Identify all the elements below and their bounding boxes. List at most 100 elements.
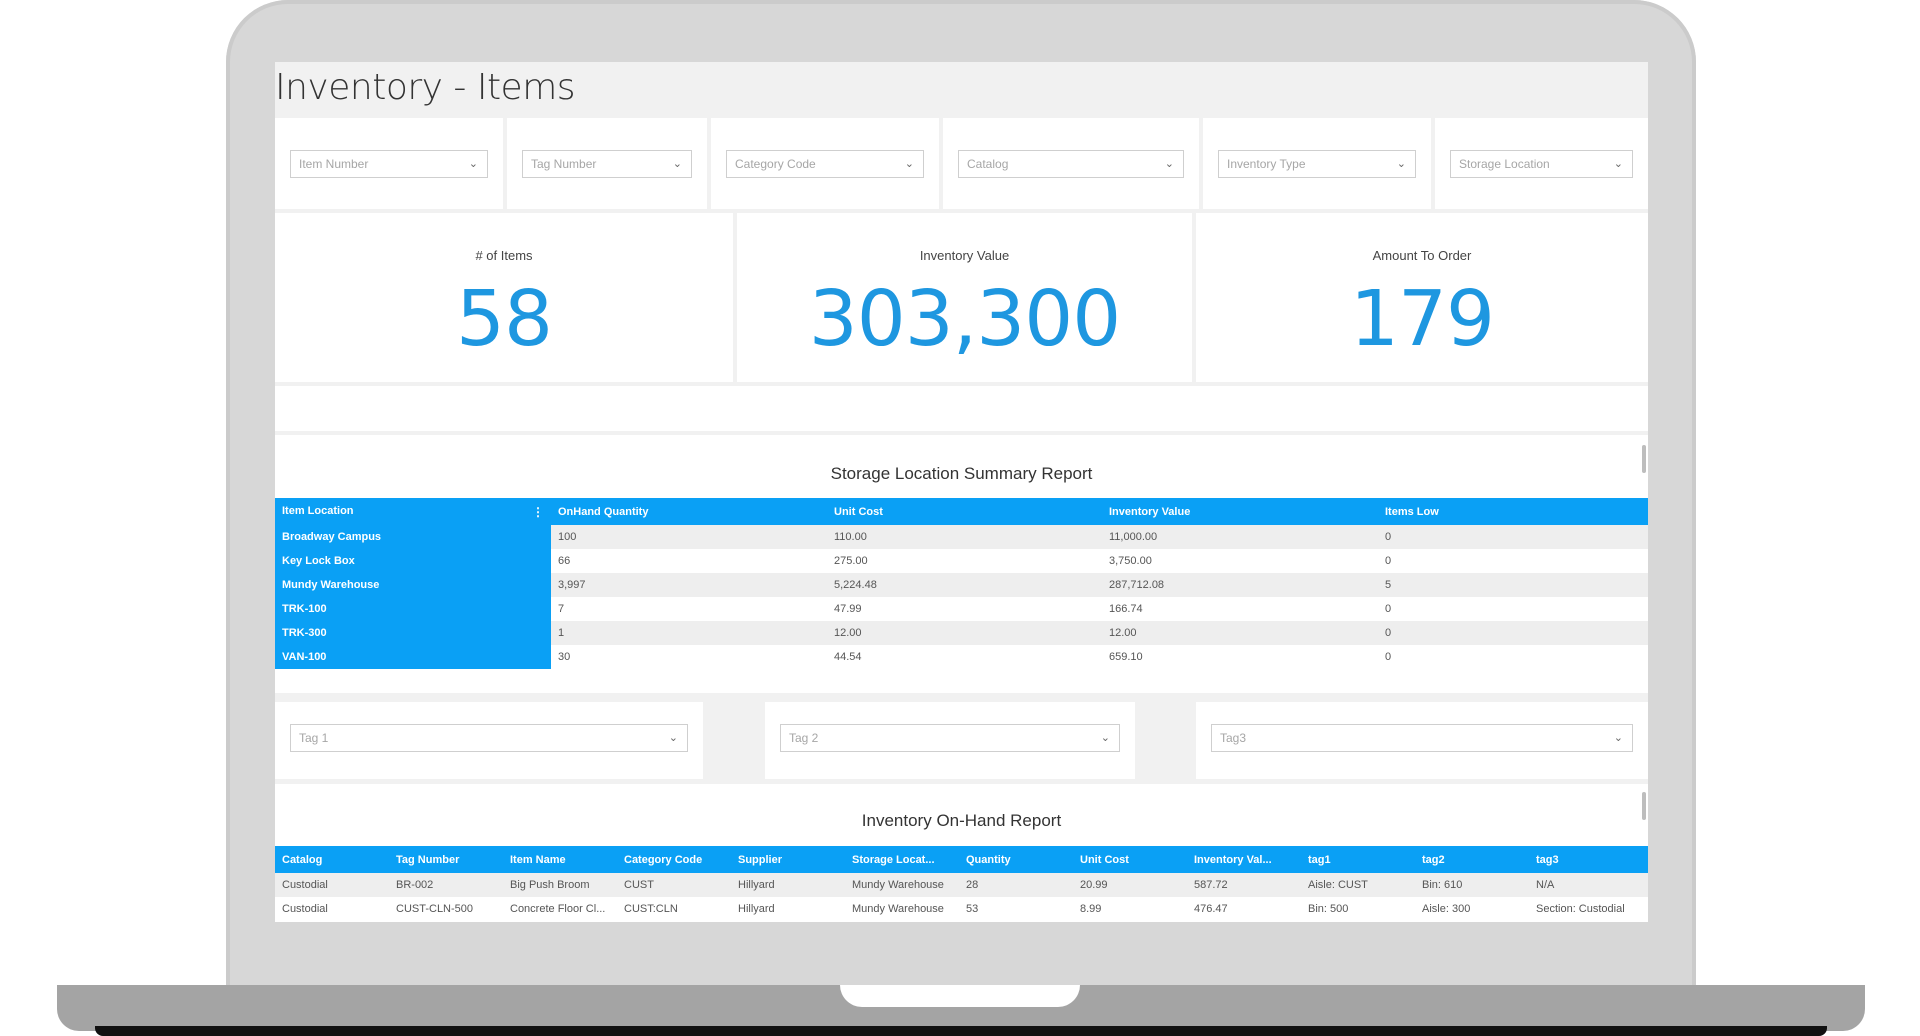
table-row[interactable]: Mundy Warehouse 3,997 5,224.48 287,712.0…: [275, 573, 1648, 597]
select-placeholder: Tag 2: [789, 731, 819, 745]
table-cell: CUST:CLN: [624, 903, 678, 915]
storage-location-summary-report: Storage Location Summary Report Item Loc…: [275, 435, 1648, 693]
column-header[interactable]: Inventory Val...: [1187, 846, 1301, 873]
column-header[interactable]: OnHand Quantity: [551, 498, 827, 525]
table-cell: 3,750.00: [1109, 555, 1152, 567]
kpi-value: 303,300: [808, 275, 1121, 364]
inventory-on-hand-report: Inventory On-Hand Report Catalog Tag Num…: [275, 784, 1648, 922]
table-row[interactable]: TRK-300 1 12.00 12.00 0: [275, 621, 1648, 645]
inventory-type-select[interactable]: Inventory Type ⌄: [1218, 150, 1416, 178]
column-header[interactable]: Tag Number: [389, 846, 503, 873]
table-row[interactable]: VAN-100 30 44.54 659.10 0: [275, 645, 1648, 669]
column-header[interactable]: Storage Locat...: [845, 846, 959, 873]
table-cell: Section: Custodial: [1536, 903, 1625, 915]
laptop-foot: [95, 1026, 1827, 1036]
table-cell: 476.47: [1194, 903, 1228, 915]
table-row[interactable]: Custodial BR-002 Big Push Broom CUST Hil…: [275, 873, 1648, 897]
table-row[interactable]: Custodial CUST-CLN-500 Concrete Floor Cl…: [275, 897, 1648, 921]
page-title: Inventory - Items: [275, 67, 576, 108]
table-cell: 110.00: [827, 525, 1102, 549]
table-cell: 100: [551, 525, 827, 549]
column-header[interactable]: Items Low: [1378, 498, 1648, 525]
kpi-value: 58: [456, 275, 553, 364]
table-cell: CUST-CLN-500: [396, 903, 474, 915]
table-row[interactable]: Key Lock Box 66 275.00 3,750.00 0: [275, 549, 1648, 573]
column-header[interactable]: Category Code: [617, 846, 731, 873]
table-cell: N/A: [1529, 873, 1648, 897]
item-location-cell: VAN-100: [275, 645, 551, 669]
table-cell: CUST: [617, 873, 731, 897]
table-cell: 66: [558, 555, 571, 567]
table-header-row: Catalog Tag Number Item Name Category Co…: [275, 846, 1648, 873]
table-cell: 166.74: [1109, 603, 1143, 615]
column-header[interactable]: Quantity: [959, 846, 1073, 873]
select-placeholder: Tag3: [1220, 731, 1247, 745]
table-cell: 44.54: [834, 651, 862, 663]
column-header[interactable]: Catalog: [275, 846, 389, 873]
more-vertical-icon[interactable]: ⋮: [532, 504, 544, 519]
kpi-label: Amount To Order: [1372, 248, 1472, 263]
column-header[interactable]: Item Name: [503, 846, 617, 873]
table-cell: Custodial: [275, 873, 389, 897]
storage-summary-table: Item Location ⋮ OnHand Quantity Unit Cost…: [275, 498, 1648, 669]
column-header[interactable]: Item Location ⋮: [275, 498, 551, 525]
laptop-notch: [840, 985, 1080, 1007]
table-cell: Hillyard: [738, 903, 775, 915]
kpi-label: # of Items: [475, 248, 533, 263]
column-header[interactable]: Unit Cost: [827, 498, 1102, 525]
table-cell: 5: [1378, 573, 1648, 597]
table-cell: Big Push Broom: [503, 873, 617, 897]
table-cell: BR-002: [389, 873, 503, 897]
filter-card-tag1: Tag 1 ⌄: [275, 702, 703, 779]
column-header[interactable]: tag2: [1415, 846, 1529, 873]
filter-card-category-code: Category Code ⌄: [711, 118, 939, 209]
select-placeholder: Category Code: [735, 157, 816, 171]
table-cell: Mundy Warehouse: [852, 903, 944, 915]
column-header[interactable]: tag3: [1529, 846, 1648, 873]
scrollbar[interactable]: [1642, 445, 1646, 473]
kpi-card-items: # of Items 58: [275, 213, 733, 382]
filter-card-storage-location: Storage Location ⌄: [1435, 118, 1648, 209]
report-title: Inventory On-Hand Report: [861, 811, 1062, 830]
catalog-select[interactable]: Catalog ⌄: [958, 150, 1184, 178]
on-hand-table: Catalog Tag Number Item Name Category Co…: [275, 846, 1648, 921]
storage-location-select[interactable]: Storage Location ⌄: [1450, 150, 1633, 178]
table-row[interactable]: Broadway Campus 100 110.00 11,000.00 0: [275, 525, 1648, 549]
tag3-select[interactable]: Tag3 ⌄: [1211, 724, 1633, 752]
table-cell: Aisle: 300: [1422, 903, 1471, 915]
filter-card-item-number: Item Number ⌄: [275, 118, 503, 209]
filter-card-inventory-type: Inventory Type ⌄: [1203, 118, 1431, 209]
table-cell: Bin: 500: [1308, 903, 1349, 915]
tag1-select[interactable]: Tag 1 ⌄: [290, 724, 688, 752]
table-row[interactable]: TRK-100 7 47.99 166.74 0: [275, 597, 1648, 621]
table-cell: 20.99: [1073, 873, 1187, 897]
category-code-select[interactable]: Category Code ⌄: [726, 150, 924, 178]
chevron-down-icon: ⌄: [468, 158, 478, 170]
table-header-row: Item Location ⋮ OnHand Quantity Unit Cost…: [275, 498, 1648, 525]
tag2-select[interactable]: Tag 2 ⌄: [780, 724, 1120, 752]
table-cell: 8.99: [1080, 903, 1102, 915]
select-placeholder: Inventory Type: [1227, 157, 1306, 171]
table-cell: 287,712.08: [1102, 573, 1378, 597]
report-title: Storage Location Summary Report: [830, 464, 1093, 483]
table-cell: Hillyard: [731, 873, 845, 897]
table-cell: 12.00: [827, 621, 1102, 645]
table-cell: 659.10: [1109, 651, 1143, 663]
kpi-card-amount-to-order: Amount To Order 179: [1196, 213, 1648, 382]
item-number-select[interactable]: Item Number ⌄: [290, 150, 488, 178]
item-location-cell: TRK-300: [275, 621, 551, 645]
column-header[interactable]: Unit Cost: [1073, 846, 1187, 873]
table-cell: 587.72: [1187, 873, 1301, 897]
select-placeholder: Item Number: [299, 157, 369, 171]
column-header[interactable]: Supplier: [731, 846, 845, 873]
chevron-down-icon: ⌄: [1100, 732, 1110, 744]
table-cell: 12.00: [1102, 621, 1378, 645]
item-location-cell: Key Lock Box: [275, 549, 551, 573]
tag-number-select[interactable]: Tag Number ⌄: [522, 150, 692, 178]
empty-panel: [275, 386, 1648, 431]
column-header[interactable]: tag1: [1301, 846, 1415, 873]
table-cell: 5,224.48: [827, 573, 1102, 597]
scrollbar[interactable]: [1642, 792, 1646, 820]
table-cell: 3,997: [551, 573, 827, 597]
column-header[interactable]: Inventory Value: [1102, 498, 1378, 525]
